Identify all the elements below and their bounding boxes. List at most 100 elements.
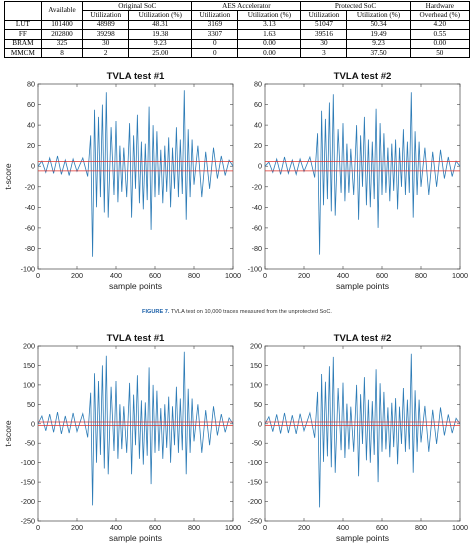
y-tick-label: -100 bbox=[248, 265, 262, 274]
x-tick-label: 1000 bbox=[452, 271, 468, 280]
x-axis-label: sample points bbox=[336, 533, 389, 543]
x-tick-label: 200 bbox=[71, 271, 83, 280]
x-tick-label: 400 bbox=[110, 523, 122, 532]
y-tick-label: 200 bbox=[250, 342, 262, 351]
table-cell: 9.23 bbox=[346, 38, 411, 49]
x-tick-label: 400 bbox=[337, 523, 349, 532]
x-tick-label: 0 bbox=[36, 523, 40, 532]
y-tick-label: -150 bbox=[248, 478, 262, 487]
y-tick-label: 40 bbox=[254, 121, 262, 130]
x-tick-label: 800 bbox=[188, 271, 200, 280]
table-cell: 51047 bbox=[300, 19, 348, 31]
col-protected-soc: Protected SoC bbox=[300, 0, 411, 12]
subcol-utilization-pct: Utilization (%) bbox=[128, 10, 193, 21]
y-tick-label: -250 bbox=[248, 517, 262, 526]
y-axis-label: t-score bbox=[3, 420, 13, 446]
x-tick-label: 0 bbox=[263, 523, 267, 532]
x-tick-label: 0 bbox=[263, 271, 267, 280]
figure-7-caption: FIGURE 7. TVLA test on 10,000 traces mea… bbox=[0, 309, 474, 315]
table-cell: 50 bbox=[409, 47, 471, 59]
x-tick-label: 200 bbox=[298, 523, 310, 532]
series-line bbox=[264, 92, 461, 255]
y-tick-label: -50 bbox=[25, 439, 35, 448]
x-tick-label: 800 bbox=[415, 523, 427, 532]
y-tick-label: -40 bbox=[25, 203, 35, 212]
row-label: LUT bbox=[4, 19, 42, 31]
row-label: BRAM bbox=[4, 38, 42, 49]
y-tick-label: 60 bbox=[254, 100, 262, 109]
y-tick-label: 0 bbox=[31, 419, 35, 428]
table-cell: 30 bbox=[82, 38, 130, 49]
y-tick-label: 50 bbox=[27, 400, 35, 409]
table-cell: 9.23 bbox=[128, 38, 193, 49]
table-corner-cell bbox=[4, 1, 42, 21]
subcol-utilization-pct: Utilization (%) bbox=[237, 10, 302, 21]
y-tick-label: 100 bbox=[250, 380, 262, 389]
table-cell: 4.20 bbox=[409, 19, 471, 31]
y-tick-label: 80 bbox=[254, 80, 262, 89]
table-cell: 25.00 bbox=[128, 47, 193, 59]
y-axis-label: t-score bbox=[3, 163, 13, 189]
y-tick-label: -60 bbox=[25, 223, 35, 232]
table-cell: 19.49 bbox=[346, 29, 411, 40]
y-tick-label: -200 bbox=[21, 497, 35, 506]
col-original-soc: Original SoC bbox=[82, 0, 193, 12]
x-tick-label: 800 bbox=[415, 271, 427, 280]
x-tick-label: 0 bbox=[36, 271, 40, 280]
x-tick-label: 600 bbox=[149, 523, 161, 532]
subcol-utilization: Utilization bbox=[191, 10, 239, 21]
x-axis-label: sample points bbox=[109, 533, 162, 543]
table-cell: 30 bbox=[300, 38, 348, 49]
y-tick-label: -100 bbox=[248, 458, 262, 467]
row-label: FF bbox=[4, 29, 42, 40]
table-cell: 37.50 bbox=[346, 47, 411, 59]
table-cell: 0.00 bbox=[237, 47, 302, 59]
y-tick-label: 60 bbox=[27, 100, 35, 109]
y-tick-label: 100 bbox=[23, 380, 35, 389]
table-cell: 39516 bbox=[300, 29, 348, 40]
y-tick-label: -80 bbox=[25, 244, 35, 253]
chart-title: TVLA test #2 bbox=[334, 333, 392, 344]
row-label: MMCM bbox=[4, 47, 42, 59]
x-tick-label: 600 bbox=[376, 271, 388, 280]
x-tick-label: 600 bbox=[149, 271, 161, 280]
x-tick-label: 800 bbox=[188, 523, 200, 532]
y-tick-label: -80 bbox=[252, 244, 262, 253]
table-cell: 8 bbox=[40, 47, 84, 59]
table-row: MMCM 8 2 25.00 0 0.00 3 37.50 50 bbox=[4, 47, 471, 59]
table-cell: 50.34 bbox=[346, 19, 411, 31]
y-tick-label: 0 bbox=[258, 419, 262, 428]
y-tick-label: 20 bbox=[254, 141, 262, 150]
subcol-overhead: Overhead (%) bbox=[409, 10, 471, 21]
table-cell: 325 bbox=[40, 38, 84, 49]
y-tick-label: 200 bbox=[23, 342, 35, 351]
table-cell: 0 bbox=[191, 38, 239, 49]
x-axis-label: sample points bbox=[109, 281, 162, 291]
chart-title: TVLA test #2 bbox=[334, 71, 392, 82]
table-cell: 3.13 bbox=[237, 19, 302, 31]
y-tick-label: -60 bbox=[252, 223, 262, 232]
y-tick-label: -250 bbox=[21, 517, 35, 526]
y-tick-label: -50 bbox=[252, 439, 262, 448]
table-cell: 19.38 bbox=[128, 29, 193, 40]
figure-7-text: TVLA test on 10,000 traces measured from… bbox=[170, 309, 332, 315]
subcol-utilization: Utilization bbox=[82, 10, 130, 21]
x-tick-label: 200 bbox=[71, 523, 83, 532]
table-cell: 0.55 bbox=[409, 29, 471, 40]
y-tick-label: -200 bbox=[248, 497, 262, 506]
table-row: LUT 101400 48989 48.31 3169 3.13 51047 5… bbox=[4, 19, 471, 31]
x-tick-label: 400 bbox=[110, 271, 122, 280]
y-tick-label: 80 bbox=[27, 80, 35, 89]
y-tick-label: 40 bbox=[27, 121, 35, 130]
x-tick-label: 600 bbox=[376, 523, 388, 532]
subcol-utilization-pct: Utilization (%) bbox=[346, 10, 411, 21]
series-line bbox=[37, 90, 234, 257]
table-cell: 0.00 bbox=[237, 38, 302, 49]
table-cell: 3169 bbox=[191, 19, 239, 31]
table-cell: 2 bbox=[82, 47, 130, 59]
x-axis-label: sample points bbox=[336, 281, 389, 291]
